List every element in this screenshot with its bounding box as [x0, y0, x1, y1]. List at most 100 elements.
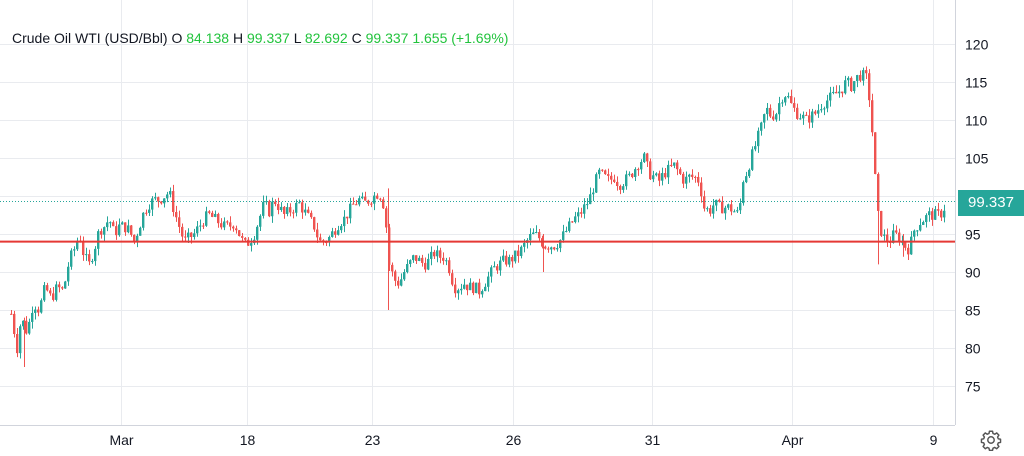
time-axis[interactable]: Mar 18 23 26 31 Apr 9 [109, 432, 937, 448]
candle-body [883, 234, 886, 236]
high-value: 99.337 [246, 30, 290, 46]
candle-body [670, 164, 673, 166]
candle-body [427, 258, 430, 270]
candle-body [370, 203, 373, 205]
candle-body [16, 334, 19, 354]
candle-body [934, 209, 937, 220]
candle-body [388, 227, 391, 265]
candle-body [340, 226, 343, 231]
candle-body [46, 285, 49, 291]
candle-body [781, 102, 784, 104]
candle-body [193, 233, 196, 238]
candle-body [22, 320, 25, 327]
candle-body [205, 211, 208, 226]
candle-body [529, 233, 532, 241]
candle-body [394, 271, 397, 281]
candle-body [562, 231, 565, 240]
candle-body [658, 173, 661, 181]
symbol-name[interactable]: Crude Oil WTI (USD/Bbl) [12, 30, 168, 46]
candle-body [484, 286, 487, 292]
candle-body [862, 70, 865, 81]
candle-body [478, 282, 481, 295]
change-value: 1.655 (+1.69%) [412, 30, 509, 46]
candle-body [922, 222, 925, 225]
candle-body [85, 254, 88, 256]
candle-body [127, 225, 130, 233]
candle-body [421, 257, 424, 263]
candle-body [811, 111, 814, 123]
candle-body [754, 146, 757, 150]
y-tick-label: 105 [965, 151, 989, 167]
settings-gear-icon[interactable] [980, 429, 1002, 451]
candle-body [28, 321, 31, 334]
candle-body [682, 173, 685, 184]
candle-body [487, 276, 490, 287]
candle-body [565, 230, 568, 232]
candle-body [49, 290, 52, 294]
candle-body [76, 240, 79, 250]
candle-body [595, 174, 598, 193]
candle-body [898, 232, 901, 243]
candle-body [829, 92, 832, 101]
candle-body [685, 176, 688, 184]
candle-body [43, 285, 46, 301]
candle-body [295, 202, 298, 213]
candle-body [364, 196, 367, 201]
candle-body [568, 221, 571, 231]
candle-body [202, 225, 205, 227]
candle-body [112, 222, 115, 227]
candle-body [586, 204, 589, 206]
candle-body [787, 96, 790, 98]
candle-body [661, 173, 664, 181]
candle-body [430, 251, 433, 259]
candle-body [151, 198, 154, 210]
candle-body [88, 254, 91, 262]
candle-body [274, 201, 277, 205]
candle-body [355, 204, 358, 206]
candle-body [145, 212, 148, 214]
candle-body [94, 248, 97, 262]
candle-body [400, 279, 403, 286]
candle-body [910, 236, 913, 255]
candle-body [406, 264, 409, 273]
candle-body [745, 176, 748, 183]
open-label: O [171, 30, 183, 46]
candle-body [298, 202, 301, 204]
candle-body [799, 118, 802, 120]
candle-body [277, 204, 280, 211]
candle-body [280, 206, 283, 211]
candle-body [64, 281, 67, 289]
candle-body [607, 174, 610, 176]
y-tick-label: 95 [965, 227, 981, 243]
candle-body [217, 213, 220, 224]
candle-body [97, 231, 100, 249]
candle-body [424, 262, 427, 270]
candle-body [343, 216, 346, 227]
candle-body [574, 216, 577, 223]
candle-body [643, 153, 646, 163]
candle-body [172, 191, 175, 213]
candle-body [337, 230, 340, 235]
candle-body [382, 199, 385, 209]
candle-body [679, 169, 682, 174]
candle-body [187, 232, 190, 238]
candle-body [793, 103, 796, 108]
x-tick-label: 31 [645, 432, 661, 448]
candle-body [739, 203, 742, 211]
candle-body [31, 312, 34, 322]
candle-body [868, 73, 871, 101]
candle-body [505, 255, 508, 265]
candle-body [925, 215, 928, 223]
candle-body [493, 266, 496, 268]
candle-body [859, 75, 862, 81]
y-tick-label: 80 [965, 341, 981, 357]
candle-body [499, 260, 502, 271]
close-value: 99.337 [365, 30, 409, 46]
candle-body [895, 230, 898, 233]
candle-body [847, 77, 850, 81]
candle-body [61, 287, 64, 289]
candle-body [313, 217, 316, 230]
candle-body [91, 261, 94, 263]
candle-body [223, 221, 226, 228]
